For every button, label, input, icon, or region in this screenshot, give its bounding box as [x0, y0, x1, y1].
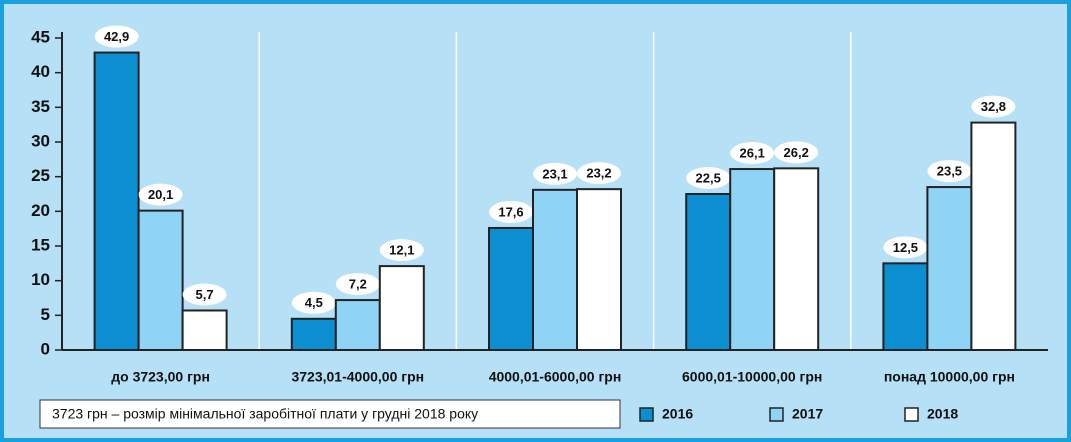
bar: [532, 188, 578, 351]
y-tick-label: 35: [31, 97, 50, 116]
value-label-bg: [94, 25, 139, 48]
y-tick-label: 40: [31, 62, 50, 81]
value-label-bg: [971, 95, 1016, 118]
bar: [181, 309, 228, 352]
value-label: 42,9: [104, 29, 129, 44]
note-box: [39, 399, 621, 429]
bar: [882, 262, 929, 352]
bar: [290, 317, 337, 351]
y-tick-label: 0: [41, 339, 50, 358]
legend-swatch: [769, 407, 784, 422]
bar: [970, 121, 1017, 351]
y-tick-label: 25: [31, 166, 50, 185]
value-label: 12,5: [893, 240, 918, 255]
bar: [378, 265, 425, 351]
value-label-bg: [182, 283, 227, 306]
value-label: 22,5: [696, 170, 721, 185]
value-label: 23,2: [586, 166, 611, 181]
bar: [93, 51, 140, 352]
y-tick-label: 45: [31, 27, 50, 46]
legend-label: 2017: [792, 406, 823, 422]
value-label-bg: [335, 273, 380, 296]
value-label-bg: [291, 291, 336, 314]
value-label-bg: [686, 167, 731, 189]
value-label: 23,1: [542, 166, 567, 181]
value-label-bg: [730, 142, 775, 165]
bar: [685, 193, 732, 351]
value-label-bg: [379, 239, 424, 262]
value-label-bg: [533, 162, 577, 185]
x-tick-label: 4000,01-6000,00 грн: [489, 369, 622, 385]
x-tick-label: 6000,01-10000,00 грн: [682, 369, 822, 385]
bar: [488, 226, 534, 351]
value-label-bg: [489, 200, 533, 223]
note: 3723 грн – розмір мінімальної заробітної…: [52, 406, 478, 422]
value-label: 7,2: [349, 277, 367, 292]
value-label: 26,1: [740, 145, 765, 160]
y-tick-label: 10: [31, 270, 50, 289]
bar: [773, 167, 820, 351]
value-label-bg: [927, 160, 972, 183]
x-tick-label: до 3723,00 грн: [111, 369, 210, 385]
legend-swatch: [904, 407, 919, 422]
legend-swatch: [639, 407, 654, 422]
legend-label: 2016: [662, 406, 693, 422]
value-label-bg: [883, 236, 928, 259]
value-label: 23,5: [937, 164, 962, 179]
bar: [137, 209, 184, 351]
y-tick-label: 15: [31, 235, 50, 254]
bar: [334, 299, 381, 351]
value-label: 17,6: [498, 204, 523, 219]
bar: [729, 168, 776, 351]
y-tick-label: 30: [31, 131, 50, 150]
x-tick-label: понад 10000,00 грн: [884, 369, 1015, 385]
y-tick-label: 20: [31, 201, 50, 220]
value-label-bg: [138, 183, 183, 206]
value-label-bg: [577, 162, 621, 185]
value-label: 32,8: [981, 99, 1006, 114]
x-tick-label: 3723,01-4000,00 грн: [291, 369, 424, 385]
bar: [926, 186, 973, 351]
value-label: 4,5: [305, 295, 323, 310]
value-label: 20,1: [148, 187, 173, 202]
value-label: 12,1: [389, 243, 414, 258]
legend-label: 2018: [927, 406, 958, 422]
value-label-bg: [774, 141, 819, 164]
value-label: 5,7: [196, 287, 214, 302]
value-label: 26,2: [784, 145, 809, 160]
y-tick-label: 5: [41, 305, 50, 324]
bar: [576, 188, 622, 351]
